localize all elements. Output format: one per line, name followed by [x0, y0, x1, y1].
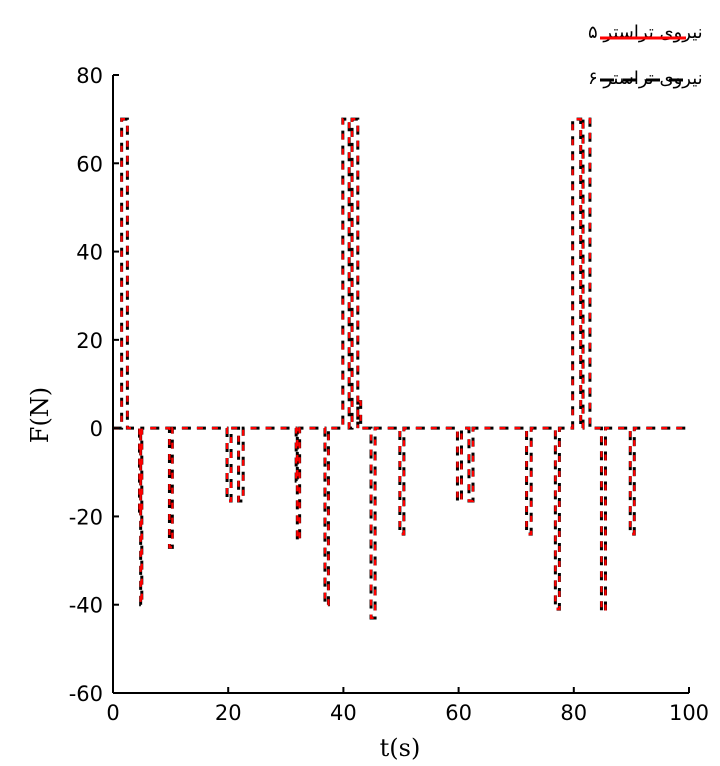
legend: نیروی تراستر ۵ نیروی تراستر ۶ [588, 22, 703, 89]
y-tick-label: -60 [69, 682, 103, 706]
x-tick-label: 80 [560, 701, 587, 725]
legend-label-thruster-6: نیروی تراستر ۶ [588, 68, 703, 89]
x-tick-label: 0 [106, 701, 119, 725]
x-tick-label: 20 [215, 701, 242, 725]
x-axis-label: t(s) [380, 734, 421, 762]
y-tick-label: -40 [69, 594, 103, 618]
y-tick-label: -20 [69, 505, 103, 529]
series-layer [113, 117, 689, 620]
x-tick-label: 60 [445, 701, 472, 725]
series-line-0 [113, 118, 689, 620]
ticks-layer: 0 20 40 60 80 100 80 60 40 20 0 -20 -40 -60 [69, 64, 709, 725]
y-tick-label: 80 [76, 64, 103, 88]
axes-layer [112, 75, 689, 694]
y-tick-label: 0 [90, 417, 103, 441]
x-tick-label: 40 [330, 701, 357, 725]
y-tick-label: 20 [76, 329, 103, 353]
x-tick-label: 100 [669, 701, 709, 725]
series-line-1 [113, 117, 689, 620]
legend-label-thruster-5: نیروی تراستر ۵ [588, 22, 703, 43]
y-tick-label: 40 [76, 241, 103, 265]
y-tick-label: 60 [76, 152, 103, 176]
y-axis-label: F(N) [26, 387, 54, 443]
